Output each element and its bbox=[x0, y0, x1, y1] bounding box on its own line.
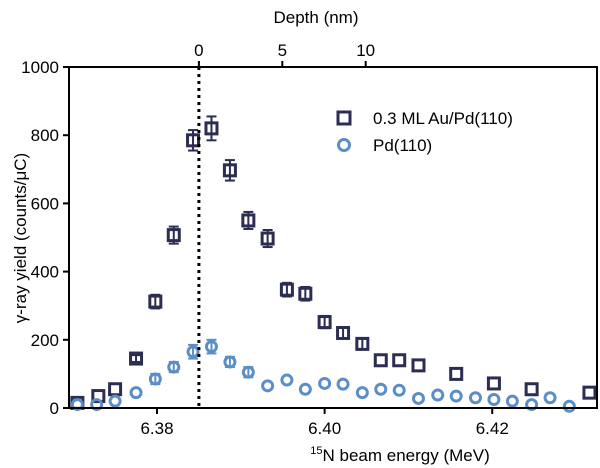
data-point bbox=[392, 353, 407, 368]
y-tick-label: 600 bbox=[31, 194, 59, 213]
data-point bbox=[186, 345, 200, 359]
x-axis-label: 15N beam energy (MeV) bbox=[310, 445, 489, 465]
data-point bbox=[524, 382, 539, 397]
data-point bbox=[449, 389, 463, 403]
x-axis-label-superscript: 15 bbox=[310, 445, 322, 457]
x-tick-label: 6.42 bbox=[476, 419, 509, 438]
data-point bbox=[392, 383, 406, 397]
data-point bbox=[317, 315, 332, 330]
data-marks bbox=[70, 115, 597, 413]
legend: 0.3 ML Au/Pd(110) Pd(110) bbox=[336, 109, 513, 155]
data-point bbox=[204, 121, 219, 136]
data-point bbox=[411, 391, 425, 405]
data-point bbox=[129, 386, 143, 400]
data-point bbox=[241, 213, 256, 228]
top-tick-label: 5 bbox=[278, 41, 287, 60]
data-point bbox=[374, 382, 388, 396]
data-point bbox=[90, 398, 104, 412]
y-tick-label: 800 bbox=[31, 126, 59, 145]
series-0 bbox=[70, 115, 597, 410]
y-tick-label: 1000 bbox=[21, 58, 59, 77]
data-point bbox=[129, 351, 144, 366]
data-point bbox=[582, 385, 597, 400]
data-point bbox=[280, 373, 294, 387]
data-point bbox=[562, 399, 576, 413]
data-point bbox=[355, 386, 369, 400]
legend-marker-au bbox=[336, 110, 352, 126]
data-point bbox=[261, 379, 275, 393]
data-point bbox=[336, 325, 351, 340]
axis-ticks: 6.38 6.40 6.42 0 200 400 600 800 1000 0 5 10 bbox=[21, 41, 509, 438]
data-point bbox=[166, 228, 181, 243]
data-point bbox=[91, 389, 106, 404]
data-point bbox=[108, 394, 122, 408]
data-point bbox=[260, 231, 275, 246]
legend-label-pd: Pd(110) bbox=[373, 136, 432, 155]
data-point bbox=[167, 360, 181, 374]
data-point bbox=[204, 340, 218, 354]
data-point bbox=[468, 391, 482, 405]
data-point bbox=[148, 294, 163, 309]
legend-marker-pd bbox=[337, 138, 351, 152]
data-point bbox=[298, 382, 312, 396]
data-point bbox=[486, 376, 501, 391]
data-point bbox=[487, 392, 501, 406]
data-point bbox=[373, 353, 388, 368]
data-point bbox=[108, 382, 123, 397]
y-tick-label: 0 bbox=[50, 399, 59, 418]
data-point bbox=[543, 391, 557, 405]
data-point bbox=[148, 372, 162, 386]
y-tick-label: 400 bbox=[31, 263, 59, 282]
data-point bbox=[318, 376, 332, 390]
plot-frame bbox=[68, 66, 598, 409]
data-point bbox=[505, 394, 519, 408]
data-point bbox=[70, 398, 84, 412]
top-axis-label: Depth (nm) bbox=[273, 8, 358, 27]
series-1 bbox=[70, 338, 576, 413]
data-point bbox=[336, 377, 350, 391]
data-point bbox=[223, 355, 237, 369]
data-point bbox=[411, 358, 426, 373]
x-axis-label-text: N beam energy (MeV) bbox=[323, 446, 490, 465]
data-point bbox=[222, 163, 237, 178]
data-point bbox=[241, 365, 255, 379]
top-tick-label: 0 bbox=[194, 41, 203, 60]
data-point bbox=[449, 366, 464, 381]
data-point bbox=[525, 398, 539, 412]
top-tick-label: 10 bbox=[356, 41, 375, 60]
x-tick-label: 6.40 bbox=[308, 419, 341, 438]
data-point bbox=[186, 133, 201, 148]
legend-label-au: 0.3 ML Au/Pd(110) bbox=[373, 109, 513, 128]
y-tick-label: 200 bbox=[31, 331, 59, 350]
data-point bbox=[355, 336, 370, 351]
data-point bbox=[431, 388, 445, 402]
data-point bbox=[279, 282, 294, 297]
data-point bbox=[298, 286, 313, 301]
x-tick-label: 6.38 bbox=[140, 419, 173, 438]
y-axis-label: γ-ray yield (counts/μC) bbox=[11, 153, 30, 323]
